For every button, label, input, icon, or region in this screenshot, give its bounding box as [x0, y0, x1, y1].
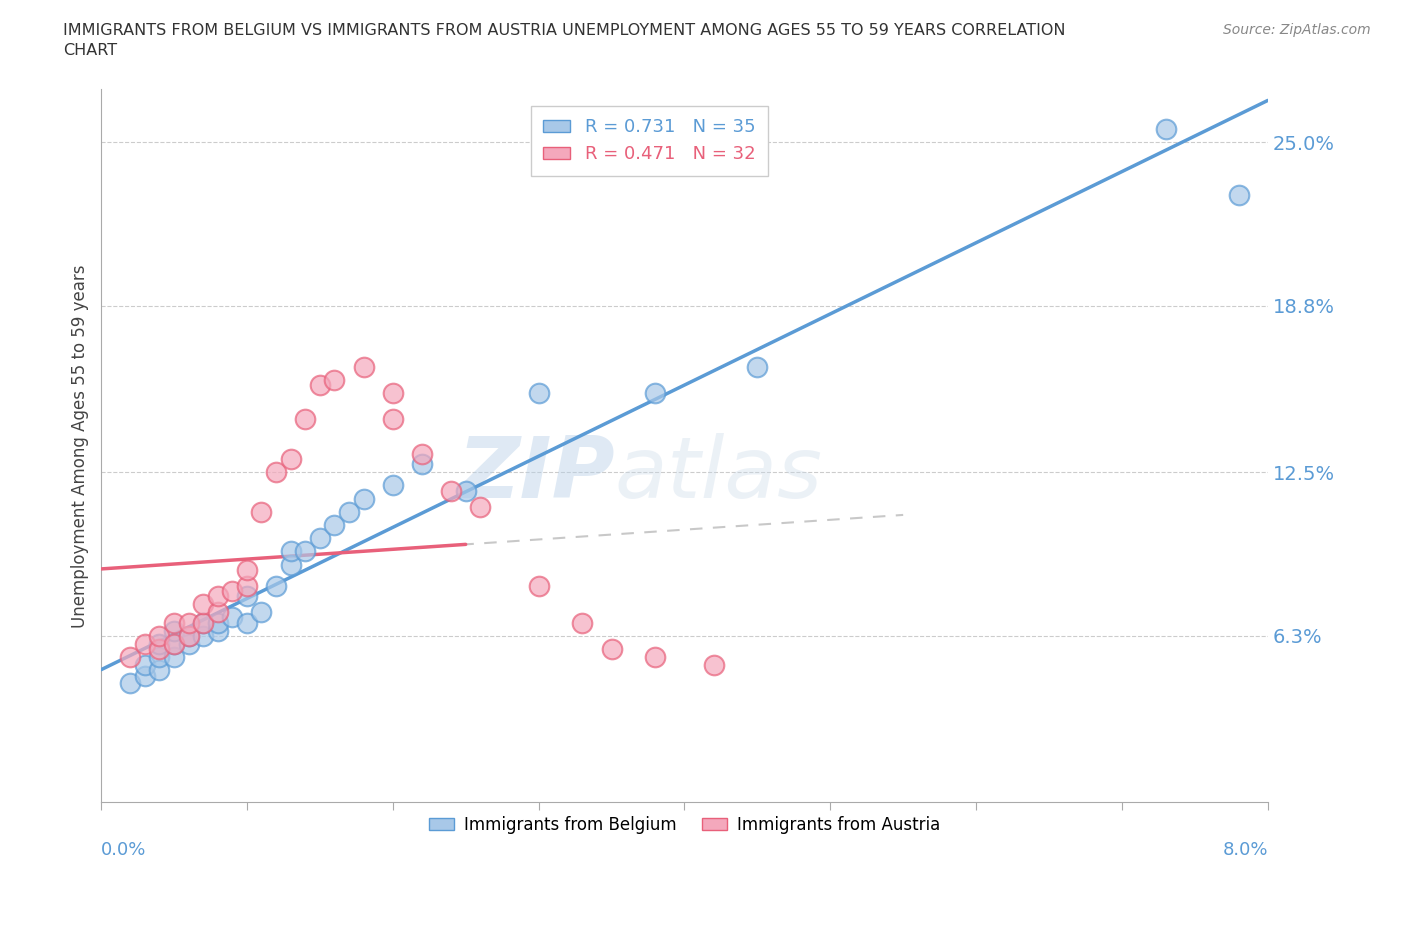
Point — [703, 658, 725, 672]
Point — [308, 531, 330, 546]
Point — [207, 623, 229, 638]
Point — [207, 616, 229, 631]
Point — [134, 636, 156, 651]
Point — [294, 544, 316, 559]
Point — [236, 589, 259, 604]
Point — [527, 578, 550, 593]
Point — [177, 616, 200, 631]
Point — [337, 504, 360, 519]
Point — [191, 616, 214, 631]
Point — [236, 563, 259, 578]
Point — [527, 386, 550, 401]
Point — [177, 636, 200, 651]
Point — [191, 629, 214, 644]
Point — [470, 499, 492, 514]
Point — [191, 597, 214, 612]
Point — [120, 676, 142, 691]
Text: ZIP: ZIP — [457, 432, 614, 516]
Point — [353, 491, 375, 506]
Point — [381, 478, 404, 493]
Point — [177, 629, 200, 644]
Point — [644, 386, 666, 401]
Point — [747, 359, 769, 374]
Point — [294, 412, 316, 427]
Point — [454, 484, 477, 498]
Point — [191, 616, 214, 631]
Point — [163, 636, 186, 651]
Point — [163, 623, 186, 638]
Point — [308, 378, 330, 392]
Point — [221, 584, 243, 599]
Point — [163, 616, 186, 631]
Point — [134, 668, 156, 683]
Point — [353, 359, 375, 374]
Point — [323, 372, 346, 387]
Point — [163, 636, 186, 651]
Point — [411, 457, 433, 472]
Point — [644, 650, 666, 665]
Point — [134, 658, 156, 672]
Point — [148, 663, 170, 678]
Point — [440, 484, 463, 498]
Text: 8.0%: 8.0% — [1222, 842, 1268, 859]
Text: atlas: atlas — [614, 432, 823, 516]
Legend: Immigrants from Belgium, Immigrants from Austria: Immigrants from Belgium, Immigrants from… — [422, 809, 946, 841]
Point — [381, 412, 404, 427]
Text: 0.0%: 0.0% — [101, 842, 146, 859]
Point — [1227, 188, 1250, 203]
Point — [411, 446, 433, 461]
Point — [148, 642, 170, 657]
Point — [163, 650, 186, 665]
Point — [236, 616, 259, 631]
Text: Source: ZipAtlas.com: Source: ZipAtlas.com — [1223, 23, 1371, 37]
Point — [323, 518, 346, 533]
Point — [236, 578, 259, 593]
Point — [148, 629, 170, 644]
Y-axis label: Unemployment Among Ages 55 to 59 years: Unemployment Among Ages 55 to 59 years — [72, 264, 89, 628]
Point — [571, 616, 593, 631]
Text: IMMIGRANTS FROM BELGIUM VS IMMIGRANTS FROM AUSTRIA UNEMPLOYMENT AMONG AGES 55 TO: IMMIGRANTS FROM BELGIUM VS IMMIGRANTS FR… — [63, 23, 1066, 58]
Point — [221, 610, 243, 625]
Point — [148, 650, 170, 665]
Point — [381, 386, 404, 401]
Point — [207, 604, 229, 619]
Point — [250, 604, 273, 619]
Point — [177, 629, 200, 644]
Point — [264, 578, 287, 593]
Point — [120, 650, 142, 665]
Point — [250, 504, 273, 519]
Point — [148, 636, 170, 651]
Point — [280, 544, 302, 559]
Point — [600, 642, 623, 657]
Point — [207, 589, 229, 604]
Point — [280, 452, 302, 467]
Point — [264, 465, 287, 480]
Point — [280, 557, 302, 572]
Point — [1154, 122, 1177, 137]
